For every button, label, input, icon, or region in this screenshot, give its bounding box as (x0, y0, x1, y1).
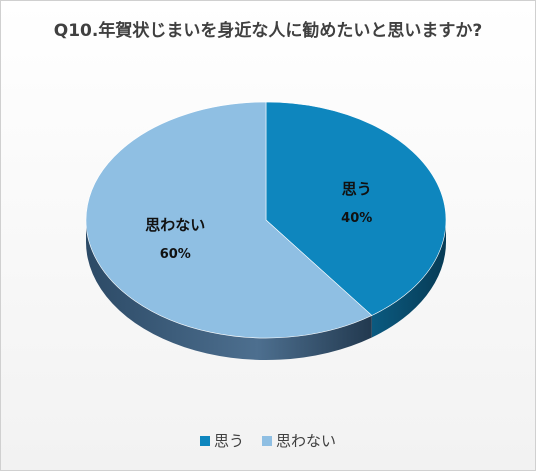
pie-side-0-0 (371, 220, 446, 338)
chart-legend: 思う 思わない (0, 430, 536, 451)
legend-item-omowanai: 思わない (262, 430, 336, 451)
slice-value-0: 40% (341, 211, 372, 226)
chart-title: Q10.年賀状じまいを身近な人に勧めたいと思いますか? (53, 21, 483, 41)
slice-value-1: 60% (160, 247, 191, 262)
slice-label-1: 思わない (145, 216, 205, 234)
legend-swatch-omowanai (262, 435, 272, 446)
pie-slice-1 (85, 101, 373, 339)
pie-side-1-0 (86, 220, 372, 360)
legend-label-omou: 思う (213, 432, 244, 450)
legend-label-omowanai: 思わない (276, 432, 337, 450)
slice-label-0: 思う (342, 180, 372, 198)
pie-slice-0 (265, 101, 447, 316)
legend-item-omou: 思う (199, 430, 244, 451)
legend-swatch-omou (199, 435, 210, 446)
